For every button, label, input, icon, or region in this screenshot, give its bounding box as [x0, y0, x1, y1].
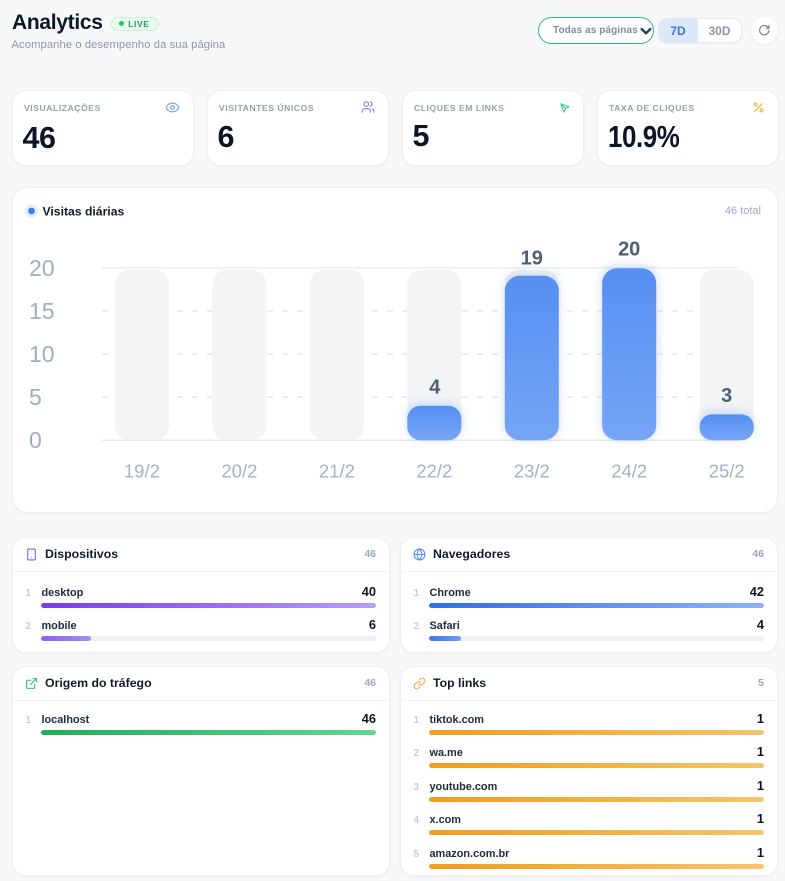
svg-text:20/2: 20/2 — [221, 461, 257, 482]
svg-text:15: 15 — [29, 298, 55, 324]
svg-text:25/2: 25/2 — [709, 461, 745, 482]
svg-text:19: 19 — [521, 247, 543, 269]
svg-text:20: 20 — [618, 239, 640, 261]
svg-text:19/2: 19/2 — [124, 461, 160, 482]
svg-text:5: 5 — [29, 384, 42, 410]
svg-text:23/2: 23/2 — [514, 461, 550, 482]
svg-text:46 total: 46 total — [725, 205, 761, 217]
svg-text:0: 0 — [29, 427, 42, 453]
svg-text:24/2: 24/2 — [611, 461, 647, 482]
svg-text:4: 4 — [429, 376, 441, 398]
svg-text:10: 10 — [29, 341, 55, 367]
svg-text:3: 3 — [721, 385, 732, 407]
svg-text:20: 20 — [29, 255, 55, 281]
svg-text:22/2: 22/2 — [416, 461, 452, 482]
svg-text:Visitas diárias: Visitas diárias — [43, 205, 125, 219]
svg-text:21/2: 21/2 — [319, 461, 355, 482]
